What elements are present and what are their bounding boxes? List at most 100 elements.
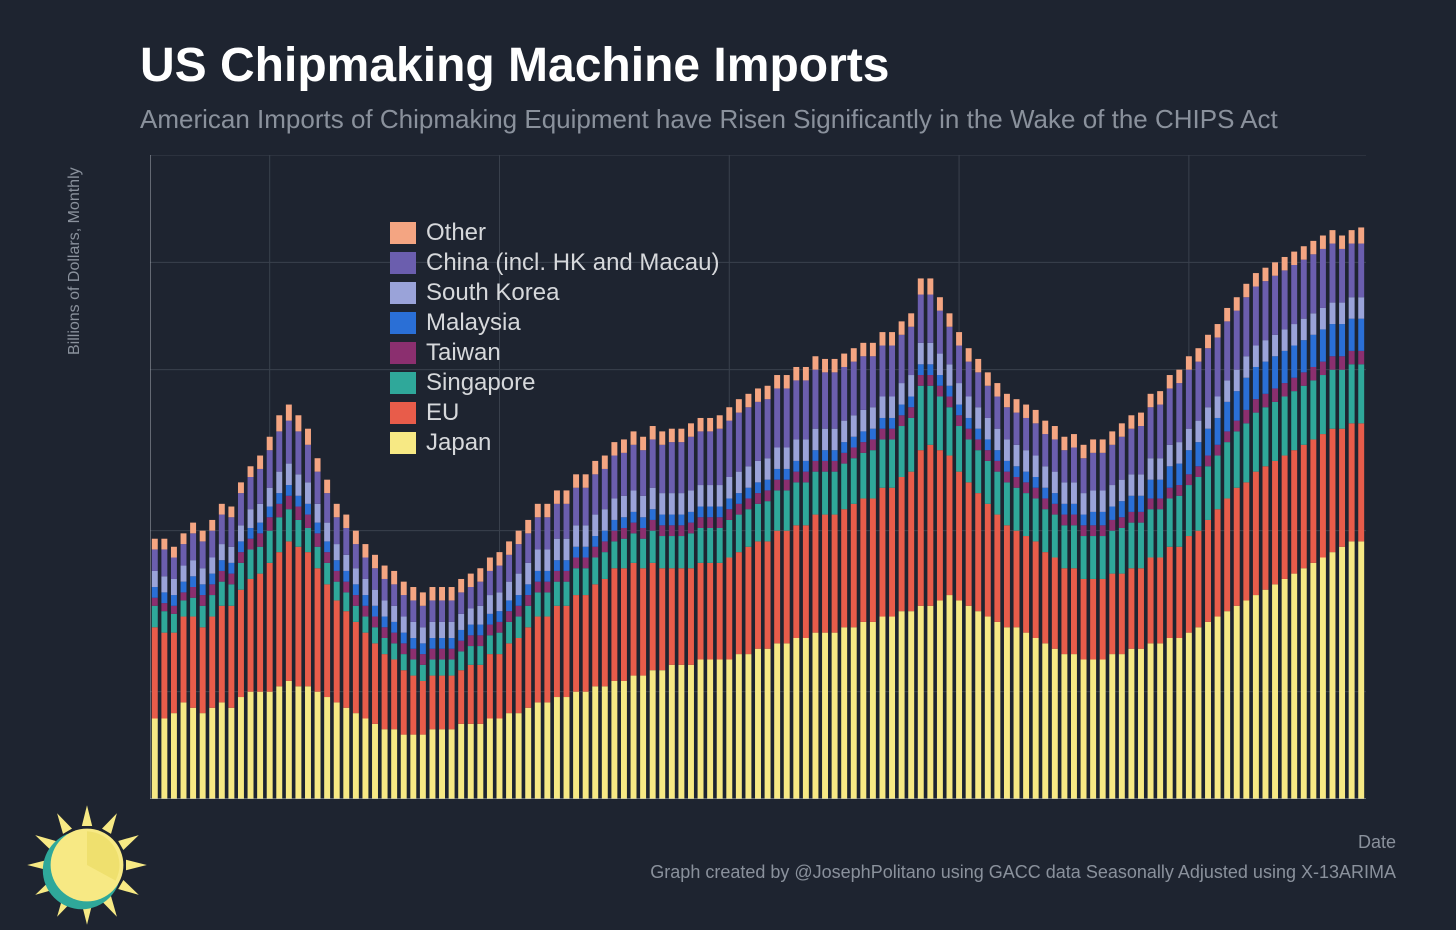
bar-segment [286, 421, 292, 464]
bar-segment [190, 576, 196, 587]
bar-segment [295, 507, 301, 520]
bar-segment [171, 713, 177, 799]
bar-segment [181, 582, 187, 593]
bar-segment [755, 493, 761, 504]
bar-segment [219, 606, 225, 703]
bar-segment [391, 659, 397, 729]
bar-segment [678, 493, 684, 514]
bar-segment [439, 638, 445, 649]
bar-segment [401, 643, 407, 654]
bar-segment [248, 579, 254, 692]
bar-segment [1119, 528, 1125, 574]
bar-segment [334, 600, 340, 702]
legend-label: South Korea [426, 279, 559, 307]
bar-segment [851, 447, 857, 458]
bar-segment [248, 528, 254, 539]
bar-segment [851, 437, 857, 448]
bar-segment [745, 466, 751, 487]
bar-segment [640, 568, 646, 675]
bar-segment [429, 600, 435, 621]
bar-segment [525, 606, 531, 627]
bar-segment [832, 429, 838, 450]
bar-segment [1263, 268, 1269, 281]
bar-segment [1215, 445, 1221, 456]
bar-segment [1358, 297, 1364, 318]
bar-segment [1195, 442, 1201, 466]
bar-segment [1224, 498, 1230, 611]
bar-segment [1014, 477, 1020, 488]
bar-segment [755, 388, 761, 401]
bar-segment [487, 558, 493, 571]
bar-segment [564, 490, 570, 503]
bar-segment [1157, 391, 1163, 404]
bar-segment [1042, 509, 1048, 552]
bar-segment [937, 311, 943, 354]
bar-segment [1081, 458, 1087, 493]
bar-segment [238, 563, 244, 590]
bar-segment [899, 383, 905, 404]
bar-segment [755, 482, 761, 493]
bar-segment [1339, 249, 1345, 303]
bar-segment [717, 528, 723, 563]
bar-segment [420, 643, 426, 654]
bar-segment [439, 600, 445, 621]
bar-segment [535, 504, 541, 517]
bar-segment [458, 579, 464, 592]
bar-segment [238, 590, 244, 697]
bar-segment [315, 504, 321, 523]
bar-segment [860, 356, 866, 410]
bar-segment [841, 464, 847, 510]
bar-segment [650, 520, 656, 531]
bar-segment [1186, 485, 1192, 536]
bar-segment [631, 563, 637, 676]
bar-segment [1195, 421, 1201, 442]
bar-segment [420, 735, 426, 799]
bar-segment [544, 549, 550, 570]
bar-segment [1234, 606, 1240, 799]
bar-segment [745, 407, 751, 466]
bar-segment [1033, 477, 1039, 488]
bar-segment [181, 702, 187, 799]
bar-segment [650, 488, 656, 509]
bar-segment [535, 592, 541, 616]
bar-segment [774, 388, 780, 447]
bar-segment [181, 533, 187, 544]
bar-segment [975, 493, 981, 611]
bar-segment [1301, 260, 1307, 319]
bar-segment [583, 488, 589, 526]
bar-segment [372, 606, 378, 617]
bar-segment [152, 587, 158, 598]
bar-segment [257, 574, 263, 692]
bar-segment [401, 617, 407, 633]
bar-segment [640, 539, 646, 569]
bar-segment [209, 617, 215, 708]
bar-segment [516, 574, 522, 595]
bar-segment [267, 507, 273, 518]
bar-segment [726, 509, 732, 520]
bar-segment [372, 724, 378, 799]
bar-segment [1310, 563, 1316, 799]
bar-segment [219, 515, 225, 545]
bar-segment [391, 622, 397, 633]
legend-label: China (incl. HK and Macau) [426, 249, 719, 277]
bar-segment [573, 474, 579, 487]
bar-segment [554, 582, 560, 606]
bar-segment [219, 544, 225, 560]
bar-segment [248, 549, 254, 579]
bar-segment [784, 531, 790, 644]
bar-segment [851, 362, 857, 416]
bar-segment [573, 547, 579, 558]
bar-segment [1090, 659, 1096, 799]
bar-segment [631, 533, 637, 563]
bar-segment [535, 702, 541, 799]
bar-segment [908, 611, 914, 799]
bar-segment [621, 496, 627, 517]
bar-segment [1310, 313, 1316, 334]
bar-segment [583, 558, 589, 569]
bar-segment [650, 531, 656, 563]
bar-segment [880, 617, 886, 799]
bar-segment [602, 541, 608, 552]
bar-segment [889, 332, 895, 345]
bar-segment [1052, 426, 1058, 439]
bar-segment [1023, 536, 1029, 633]
